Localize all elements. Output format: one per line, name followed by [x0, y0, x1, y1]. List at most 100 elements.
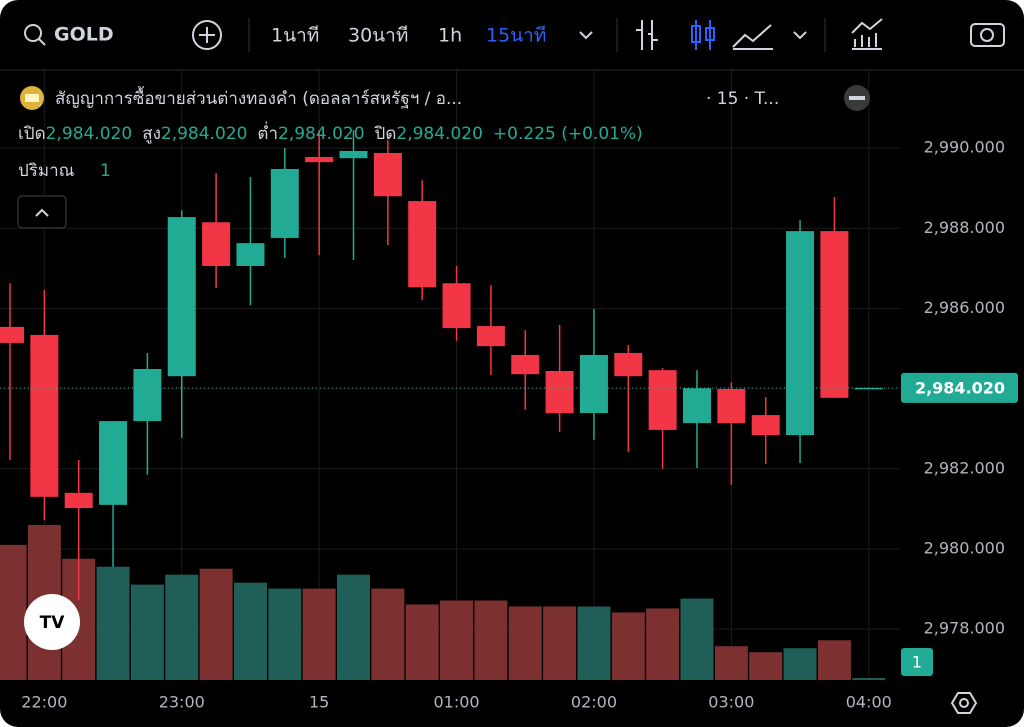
change: +0.225 (+0.01%) — [493, 124, 643, 144]
candle-body — [64, 492, 93, 509]
candle-body — [579, 354, 608, 414]
candle-body — [99, 421, 128, 505]
camera-lens — [980, 28, 994, 42]
ohlc-label: ปิด — [374, 124, 397, 144]
logo[interactable] — [24, 594, 80, 650]
bar-style-icon[interactable] — [636, 20, 658, 50]
x-tick-label: 02:00 — [571, 693, 617, 712]
volume-bar — [646, 608, 680, 680]
volume-bar — [714, 646, 748, 680]
volume-bar — [302, 588, 336, 680]
candle-body — [717, 389, 746, 424]
candle-body — [0, 326, 24, 343]
candle-body — [786, 231, 815, 436]
candle-body — [648, 370, 677, 430]
candle-body — [683, 388, 711, 424]
settings-icon-center — [959, 698, 969, 708]
area-style-icon[interactable] — [732, 24, 773, 50]
candle-body — [820, 231, 849, 398]
candle-body — [202, 222, 231, 266]
volume-bar — [96, 566, 130, 680]
volume-bar — [199, 568, 233, 680]
volume-box-label: 1 — [912, 653, 922, 672]
candle-body — [305, 156, 334, 163]
interval[interactable]: 1นาที — [271, 25, 319, 47]
expand-button[interactable] — [17, 195, 67, 229]
add-icon[interactable] — [192, 20, 222, 50]
search-icon[interactable] — [24, 24, 42, 42]
y-tick-label: 2,978.000 — [924, 619, 1005, 638]
toolbar: GOLD 1นาที 30นาที 1h 15นาที — [0, 18, 1024, 71]
interval[interactable]: 1h — [438, 25, 462, 47]
symbol[interactable]: GOLD — [54, 24, 114, 46]
settings-icon[interactable] — [950, 692, 978, 714]
volume-bar — [749, 652, 783, 680]
volume-label: ปริมาณ — [18, 161, 75, 181]
volume-bar — [371, 588, 405, 680]
volume-bar — [130, 584, 164, 680]
plot: 2,978.0002,980.0002,982.0002,984.0002,98… — [0, 70, 1018, 712]
candle-body — [751, 415, 780, 436]
volume-bar — [508, 606, 542, 680]
intervals: 1นาที 30นาที 1h 15นาที — [271, 25, 546, 47]
candle-body — [167, 217, 196, 377]
x-tick-label: 04:00 — [846, 693, 892, 712]
ohlc-label: ต่ำ — [257, 121, 278, 144]
ohlc-label: เปิด — [18, 124, 46, 144]
y-tick-label: 2,988.000 — [924, 218, 1005, 237]
x-tick-label: 15 — [309, 693, 329, 712]
volume-bar — [405, 604, 439, 680]
symbol-icon-bar — [25, 94, 39, 102]
add-icon-plus — [199, 27, 215, 43]
style-menu[interactable] — [793, 31, 807, 40]
volume-bar — [268, 588, 302, 680]
candle-style-body — [691, 25, 701, 43]
volume-bar — [577, 606, 611, 680]
last-price-box — [901, 372, 1018, 403]
interval[interactable]: 30นาที — [348, 25, 408, 47]
expand-icon — [35, 208, 49, 217]
y-tick-label: 2,986.000 — [924, 298, 1005, 317]
candle-body — [30, 334, 59, 497]
x-tick-label: 03:00 — [708, 693, 754, 712]
candle-body — [236, 243, 265, 266]
volume-bar — [817, 640, 851, 680]
candle-body — [545, 370, 574, 414]
candle-body — [442, 283, 471, 329]
candle-body — [511, 354, 540, 375]
volume-bar — [337, 574, 370, 680]
ohlc: เปิด 2,984.020 สูง 2,984.020 ต่ำ 2,984.020 ปิด… — [18, 121, 643, 144]
interval-menu[interactable] — [579, 31, 593, 40]
interval[interactable]: 15นาที — [486, 25, 546, 47]
ohlc-value: 2,984.020 — [46, 124, 133, 144]
candle-body — [270, 168, 299, 238]
ohlc-value: 2,984.020 — [161, 124, 248, 144]
indicators-icon[interactable] — [851, 18, 883, 50]
volume-bar — [440, 600, 474, 680]
legend-interval: · 15 · T... — [706, 89, 779, 109]
ohlc-value: 2,984.020 — [396, 124, 483, 144]
legend: สัญญาการซื้อขายส่วนต่างทองคำ (ดอลลาร์สหร… — [17, 85, 870, 229]
volume-bar — [0, 544, 27, 680]
x-tick-label: 01:00 — [433, 693, 479, 712]
search-icon-handle — [38, 38, 46, 46]
y-tick-label: 2,982.000 — [924, 458, 1005, 477]
candle-body — [476, 326, 505, 347]
candle-body — [854, 387, 883, 390]
volume-bar — [680, 598, 714, 680]
legend-title: สัญญาการซื้อขายส่วนต่างทองคำ (ดอลลาร์สหร… — [55, 86, 462, 109]
candle-body — [133, 368, 162, 422]
ohlc-value: 2,984.020 — [278, 124, 365, 144]
volume-bar — [783, 648, 817, 680]
candle-style-body — [705, 27, 715, 41]
collapse-icon — [849, 96, 865, 100]
volume-bar — [852, 678, 886, 680]
volume-value: 1 — [100, 161, 111, 181]
camera-icon[interactable] — [970, 23, 1005, 47]
y-tick-label: 2,980.000 — [924, 538, 1005, 557]
x-tick-label: 23:00 — [159, 693, 205, 712]
candle-body — [339, 150, 368, 159]
ohlc-label: สูง — [142, 124, 161, 144]
volume-bar — [233, 582, 267, 680]
